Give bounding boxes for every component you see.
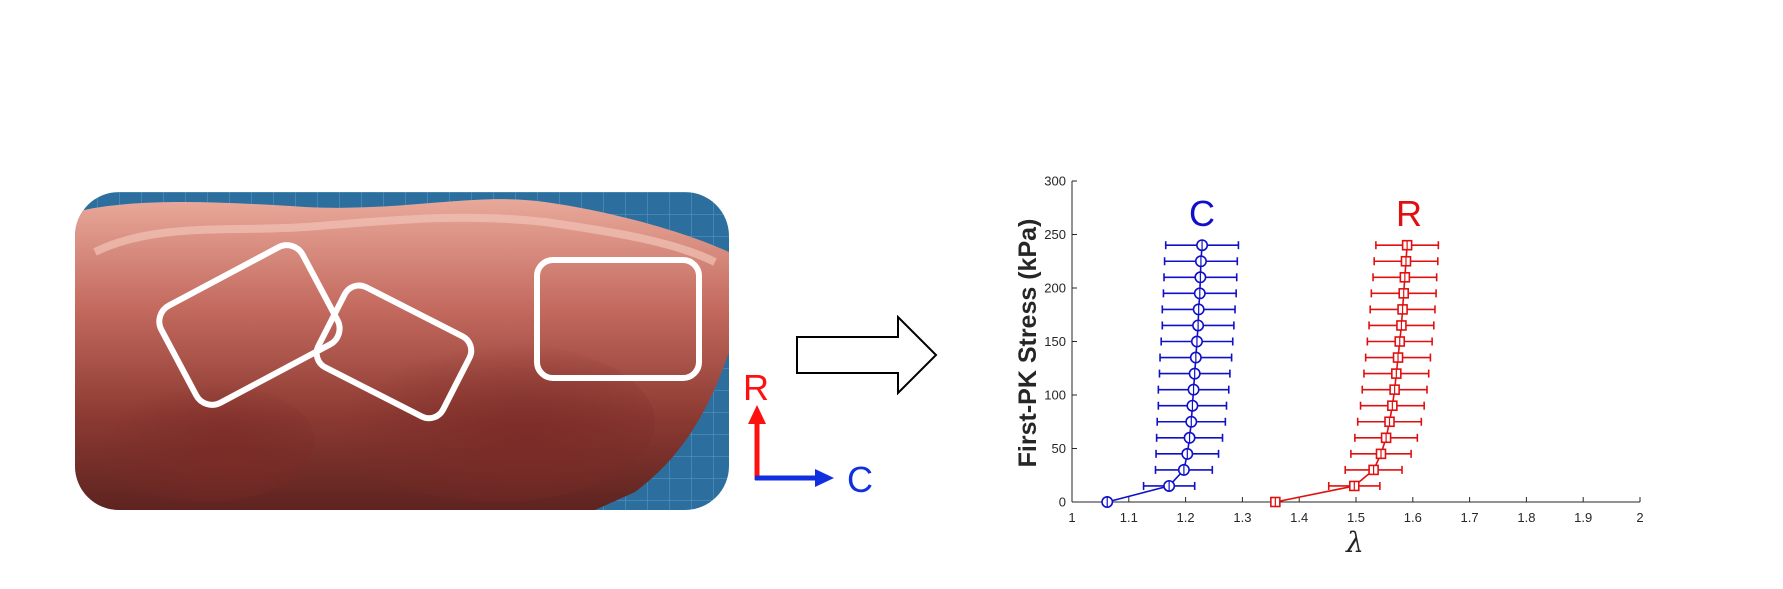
x-tick-label: 1 bbox=[1068, 510, 1075, 525]
y-tick-label: 100 bbox=[1044, 388, 1066, 403]
right-arrow-icon bbox=[815, 469, 834, 487]
orientation-key: R C bbox=[735, 360, 885, 510]
data-point bbox=[1396, 320, 1407, 331]
orientation-c-label: C bbox=[847, 459, 873, 500]
y-tick-label: 0 bbox=[1059, 495, 1066, 510]
data-point bbox=[1270, 496, 1281, 508]
data-point bbox=[1193, 287, 1206, 300]
series-label-c: C bbox=[1189, 193, 1215, 234]
series-r bbox=[1270, 239, 1440, 508]
series-line bbox=[1107, 245, 1203, 503]
x-tick-label: 1.3 bbox=[1233, 510, 1251, 525]
x-tick-label: 2 bbox=[1636, 510, 1643, 525]
data-point bbox=[1394, 336, 1406, 347]
data-point bbox=[1389, 384, 1400, 395]
data-point bbox=[1384, 416, 1395, 428]
chart-axes: 1 1.1 1.2 1.3 1.4 1.5 1.6 1.7 1.8 1.9 2 0 50 100 150 20… bbox=[1044, 174, 1643, 526]
data-point bbox=[1194, 255, 1207, 268]
chart-series bbox=[1101, 239, 1440, 508]
y-tick-label: 200 bbox=[1044, 281, 1066, 296]
up-arrow-icon bbox=[748, 405, 766, 424]
data-point bbox=[1183, 431, 1196, 444]
data-point bbox=[1190, 335, 1203, 348]
data-point bbox=[1186, 399, 1199, 412]
tissue-photo bbox=[75, 192, 729, 510]
data-point bbox=[1163, 479, 1176, 492]
x-tick-label: 1.7 bbox=[1461, 510, 1479, 525]
data-point bbox=[1348, 480, 1360, 492]
x-tick-label: 1.9 bbox=[1574, 510, 1592, 525]
series-label-r: R bbox=[1396, 193, 1422, 234]
data-point bbox=[1399, 271, 1411, 283]
data-point bbox=[1368, 464, 1379, 476]
y-tick-label: 300 bbox=[1044, 174, 1066, 189]
data-point bbox=[1187, 383, 1200, 396]
data-point bbox=[1101, 495, 1114, 508]
data-point bbox=[1387, 400, 1398, 412]
data-point bbox=[1192, 303, 1205, 316]
orientation-r-label: R bbox=[743, 367, 769, 408]
data-point bbox=[1188, 367, 1201, 380]
data-point bbox=[1181, 447, 1194, 460]
data-point bbox=[1397, 304, 1408, 315]
x-tick-label: 1.5 bbox=[1347, 510, 1365, 525]
data-point bbox=[1380, 432, 1392, 444]
x-tick-label: 1.1 bbox=[1120, 510, 1138, 525]
y-tick-label: 250 bbox=[1044, 227, 1066, 242]
data-point bbox=[1189, 351, 1202, 364]
x-tick-label: 1.6 bbox=[1404, 510, 1422, 525]
x-axis-label: λ bbox=[1345, 526, 1364, 559]
right-arrow-outline-icon bbox=[795, 314, 940, 396]
x-tick-label: 1.8 bbox=[1517, 510, 1535, 525]
data-point bbox=[1401, 239, 1413, 251]
series-c bbox=[1101, 239, 1240, 508]
data-point bbox=[1185, 415, 1198, 428]
y-tick-label: 150 bbox=[1044, 334, 1066, 349]
y-axis-label: First-PK Stress (kPa) bbox=[1014, 219, 1042, 468]
heart-valve-tissue-photo-icon bbox=[75, 192, 729, 510]
data-point bbox=[1392, 352, 1404, 363]
x-tick-label: 1.4 bbox=[1290, 510, 1308, 525]
data-point bbox=[1196, 239, 1209, 252]
data-point bbox=[1398, 288, 1410, 299]
data-point bbox=[1391, 368, 1402, 379]
data-point bbox=[1375, 448, 1387, 460]
data-point bbox=[1192, 319, 1205, 332]
y-tick-label: 50 bbox=[1052, 441, 1066, 456]
x-tick-label: 1.2 bbox=[1177, 510, 1195, 525]
data-point bbox=[1400, 255, 1412, 267]
data-point bbox=[1194, 271, 1207, 284]
series-line bbox=[1275, 245, 1408, 503]
data-point bbox=[1177, 463, 1190, 476]
